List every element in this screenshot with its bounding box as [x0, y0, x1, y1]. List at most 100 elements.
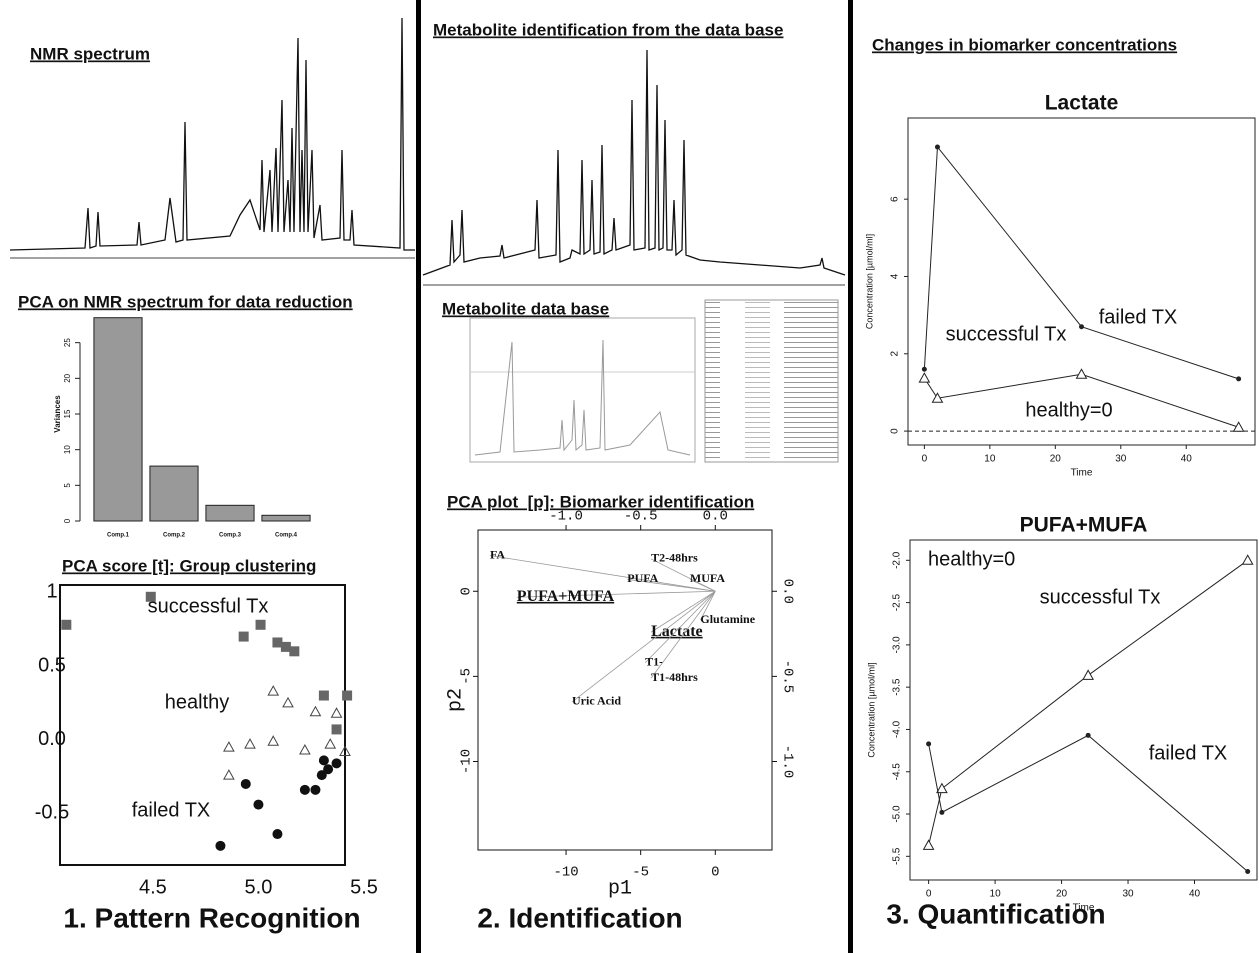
point	[239, 632, 249, 642]
point	[61, 620, 71, 630]
heading: Metabolite data base	[442, 299, 609, 318]
point	[332, 724, 342, 734]
y-tick-label: -4.0	[892, 720, 903, 738]
series-label: failed TX	[132, 799, 211, 821]
loading-label: Uric Acid	[572, 694, 621, 708]
x-axis-label: Time	[1071, 468, 1093, 479]
point	[935, 144, 940, 149]
y-tick-label: 0.0	[38, 728, 66, 750]
point	[1236, 376, 1241, 381]
annotation: healthy=0	[928, 548, 1015, 570]
x2-tick-label: -1.0	[549, 509, 583, 525]
heading: PCA on NMR spectrum for data reduction	[18, 292, 353, 311]
reference-label: healthy=0	[1025, 399, 1112, 421]
y-axis-label: Variances	[53, 395, 62, 433]
point	[300, 785, 310, 795]
chart-title: Lactate	[1045, 92, 1119, 115]
x-tick-label: Comp.4	[275, 533, 298, 539]
x-tick-label: 40	[1189, 889, 1201, 900]
y-axis-label: p2	[444, 688, 467, 712]
y-tick-label: -3.0	[892, 636, 903, 654]
x-tick-label: 5.5	[350, 876, 378, 898]
bar	[94, 318, 142, 521]
y-tick-label: 0	[459, 587, 475, 595]
x2-tick-label: 0.0	[703, 509, 728, 525]
series-label: successful Tx	[1040, 586, 1161, 608]
point	[1245, 869, 1250, 874]
loading-label: T1-	[645, 655, 663, 669]
point	[1086, 733, 1091, 738]
loading-label: PUFA+MUFA	[517, 588, 615, 605]
x-tick-label: 40	[1181, 454, 1193, 465]
y-axis-label: Concentration [µmol/ml]	[866, 662, 876, 757]
y-axis-label: Concentration [µmol/ml]	[864, 234, 874, 329]
point	[319, 755, 329, 765]
separator	[848, 0, 853, 953]
y-tick-label: 6	[890, 196, 901, 202]
x-tick-label: 0	[926, 889, 932, 900]
y-tick-label: 1	[46, 581, 57, 603]
y2-tick-label: -0.5	[779, 660, 795, 694]
loading-label: T1-48hrs	[651, 670, 698, 684]
series-label: healthy	[165, 691, 230, 713]
loading-label: Lactate	[651, 623, 703, 640]
point	[319, 691, 329, 701]
x-tick-label: 20	[1050, 454, 1062, 465]
heading: NMR spectrum	[30, 44, 150, 63]
point	[926, 741, 931, 746]
point	[310, 785, 320, 795]
x-tick-label: 10	[984, 454, 996, 465]
point	[1079, 324, 1084, 329]
y-tick-label: 0	[63, 518, 72, 523]
y-tick-label: 0	[890, 428, 901, 434]
y-tick-label: -10	[459, 749, 475, 774]
point	[317, 770, 327, 780]
x-tick-label: 0	[711, 865, 719, 881]
loading-label: T2-48hrs	[651, 551, 698, 565]
y-tick-label: 10	[63, 445, 72, 454]
series-label: successful Tx	[946, 323, 1067, 345]
y2-tick-label: 0.0	[779, 579, 795, 604]
x-tick-label: 5.0	[245, 876, 273, 898]
y-tick-label: -3.5	[892, 678, 903, 696]
y2-tick-label: -1.0	[779, 745, 795, 779]
point	[332, 758, 342, 768]
bar	[206, 505, 254, 521]
bar	[150, 466, 198, 521]
x-axis-label: p1	[608, 877, 632, 900]
y-tick-label: -0.5	[35, 802, 69, 824]
x-tick-label: 30	[1115, 454, 1127, 465]
point	[241, 779, 251, 789]
figure: NMR spectrum PCA on NMR spectrum for dat…	[0, 0, 1259, 953]
y-tick-label: 0.5	[38, 654, 66, 676]
heading: Changes in biomarker concentrations	[872, 35, 1177, 54]
series-label: failed TX	[1099, 306, 1178, 328]
loading-label: FA	[490, 547, 505, 561]
y-tick-label: -5	[459, 668, 475, 685]
point	[272, 829, 282, 839]
point	[256, 620, 266, 630]
x-tick-label: -5	[632, 865, 649, 881]
x-tick-label: 4.5	[139, 876, 167, 898]
point	[922, 367, 927, 372]
y-tick-label: 15	[63, 409, 72, 418]
y-tick-label: -2.0	[892, 551, 903, 569]
loading-label: MUFA	[690, 571, 725, 585]
database-list-image	[705, 300, 838, 462]
x-tick-label: 30	[1122, 889, 1134, 900]
series-label: failed TX	[1149, 742, 1228, 764]
heading: Metabolite identification from the data …	[433, 20, 783, 39]
separator	[416, 0, 421, 953]
loading-label: PUFA	[627, 571, 658, 585]
bar	[262, 515, 310, 521]
y-tick-label: -5.5	[892, 847, 903, 865]
point	[939, 810, 944, 815]
series-label: successful Tx	[148, 595, 269, 617]
caption: 2. Identification	[477, 902, 682, 933]
x-axis-label: Time	[1073, 903, 1095, 914]
point	[253, 800, 263, 810]
x-tick-label: 10	[990, 889, 1002, 900]
point	[342, 691, 352, 701]
x-tick-label: Comp.2	[163, 533, 186, 539]
y-tick-label: 20	[63, 373, 72, 382]
